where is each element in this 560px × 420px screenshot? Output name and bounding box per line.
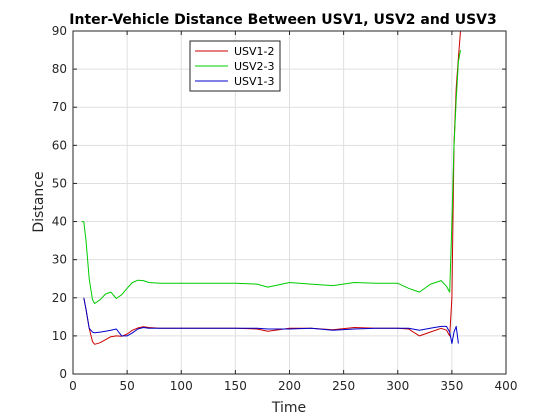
legend-entry-label: USV2-3 bbox=[234, 60, 275, 73]
series-line-usv1-3 bbox=[83, 297, 459, 344]
series-line-usv2-3 bbox=[81, 50, 461, 304]
x-tick-label: 250 bbox=[332, 379, 355, 393]
x-tick-label: 400 bbox=[495, 379, 518, 393]
y-tick-label: 10 bbox=[52, 329, 67, 343]
y-tick-label: 30 bbox=[52, 253, 67, 267]
y-axis-label: Distance bbox=[31, 171, 47, 232]
y-tick-label: 70 bbox=[52, 100, 67, 114]
legend: USV1-2 USV2-3 USV1-3 bbox=[189, 40, 281, 92]
x-tick-label: 150 bbox=[224, 379, 247, 393]
series-line-usv1-2 bbox=[83, 30, 461, 345]
y-tick-label: 90 bbox=[52, 24, 67, 38]
x-tick-label: 200 bbox=[278, 379, 301, 393]
y-tick-label: 80 bbox=[52, 62, 67, 76]
x-axis-label: Time bbox=[271, 400, 306, 416]
y-tick-label: 0 bbox=[59, 367, 67, 381]
legend-entry-label: USV1-2 bbox=[234, 45, 275, 58]
y-tick-label: 60 bbox=[52, 138, 67, 152]
plot-area: 0 50 100 150 200 250 300 350 400 0 10 20 30 40 50 60 70 8… bbox=[52, 24, 518, 393]
chart-title: Inter-Vehicle Distance Between USV1, USV… bbox=[69, 12, 496, 28]
x-tick-label: 0 bbox=[69, 379, 77, 393]
y-tick-label: 20 bbox=[52, 291, 67, 305]
x-tick-label: 300 bbox=[386, 379, 409, 393]
x-tick-label: 50 bbox=[119, 379, 134, 393]
x-tick-label: 350 bbox=[440, 379, 463, 393]
y-tick-label: 50 bbox=[52, 176, 67, 190]
x-tick-label: 100 bbox=[170, 379, 193, 393]
y-tick-label: 40 bbox=[52, 215, 67, 229]
legend-entry-label: USV1-3 bbox=[234, 75, 275, 88]
